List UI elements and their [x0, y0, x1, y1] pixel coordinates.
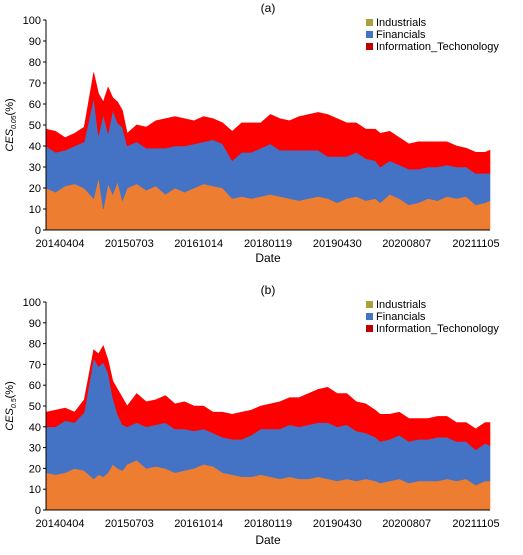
y-tick-label: 50 [29, 401, 41, 413]
y-tick-label: 90 [29, 318, 41, 330]
y-tick-label: 60 [29, 380, 41, 392]
y-tick-label: 80 [29, 57, 41, 69]
y-tick-label: 20 [29, 463, 41, 475]
chart-panel-b: 0 10 20 30 40 50 60 70 80 90 100 20140404 20150703 20… [4, 283, 500, 547]
y-tick-label: 90 [29, 36, 41, 48]
y-tick-label: 30 [29, 162, 41, 174]
x-tick-label: 20180119 [244, 238, 292, 250]
y-axis-title-subscript: 0.05 [11, 115, 18, 129]
panel-label: (b) [261, 283, 276, 297]
y-axis-title: CES0.5(%) [4, 381, 18, 430]
legend-label: Industrials [376, 299, 427, 311]
y-tick-label: 50 [29, 120, 41, 132]
y-tick-label: 70 [29, 359, 41, 371]
y-axis-title-main: CES [4, 128, 16, 151]
legend-swatch [366, 19, 373, 26]
y-tick-label: 100 [23, 297, 41, 309]
y-tick-label: 60 [29, 99, 41, 111]
x-tick-label: 20140404 [36, 238, 85, 250]
x-tick-label: 20211105 [452, 518, 499, 530]
x-tick-label: 20180119 [244, 518, 292, 530]
y-tick-label: 10 [29, 484, 41, 496]
y-tick-label: 40 [29, 141, 41, 153]
x-tick-label: 20190430 [313, 238, 362, 250]
legend: IndustrialsFinancialsInformation_Techono… [366, 17, 499, 53]
legend: IndustrialsFinancialsInformation_Techono… [366, 299, 499, 335]
legend-swatch [366, 325, 373, 332]
area-series-information-techonology [45, 72, 491, 174]
x-tick-label: 20200807 [382, 238, 431, 250]
legend-label: Information_Techonology [376, 323, 499, 335]
x-tick-label: 20161014 [174, 518, 223, 530]
x-tick-label: 20150703 [105, 238, 154, 250]
x-tick-label: 20150703 [105, 518, 154, 530]
y-tick-label: 100 [23, 15, 41, 27]
y-axis-title: CES0.05(%) [4, 98, 18, 151]
area-series-information-techonology [45, 344, 491, 451]
y-tick-label: 10 [29, 204, 41, 216]
y-tick-label: 0 [35, 225, 41, 237]
y-tick-label: 30 [29, 443, 41, 455]
chart-panel-a: 0 10 20 30 40 50 60 70 80 90 100 20140404 20150703 20… [4, 1, 500, 265]
y-axis-title-suffix: (%) [4, 98, 16, 115]
legend-label: Financials [376, 29, 426, 41]
panel-label: (a) [261, 1, 276, 15]
legend-label: Industrials [376, 17, 427, 29]
x-axis-title: Date [255, 251, 281, 265]
x-axis-title: Date [255, 533, 281, 547]
y-tick-label: 20 [29, 183, 41, 195]
x-tick-label: 20190430 [313, 518, 362, 530]
y-axis-title-suffix: (%) [4, 381, 16, 398]
x-tick-label: 20211105 [452, 238, 499, 250]
y-tick-label: 40 [29, 422, 41, 434]
x-tick-label: 20161014 [174, 238, 223, 250]
legend-swatch [366, 31, 373, 38]
x-tick-label: 20200807 [382, 518, 431, 530]
legend-swatch [366, 301, 373, 308]
legend-swatch [366, 313, 373, 320]
legend-label: Information_Techonology [376, 41, 499, 53]
y-tick-label: 80 [29, 339, 41, 351]
y-axis-title-main: CES [4, 407, 16, 430]
y-tick-label: 0 [35, 505, 41, 517]
legend-swatch [366, 43, 373, 50]
legend-label: Financials [376, 311, 426, 323]
x-tick-label: 20140404 [36, 518, 85, 530]
y-tick-label: 70 [29, 78, 41, 90]
y-axis-title-subscript: 0.5 [11, 398, 18, 408]
